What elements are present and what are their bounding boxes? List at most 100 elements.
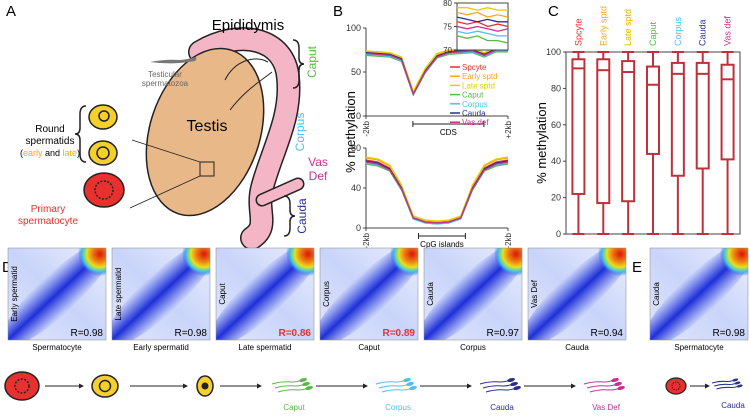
box [571, 58, 586, 195]
y-tick-label: 0 [356, 111, 361, 121]
sperm-icon [716, 385, 739, 390]
sperm-icon [381, 387, 412, 393]
y-tick-label: 40 [551, 156, 561, 166]
vas-def [257, 179, 303, 205]
testis [145, 47, 265, 217]
y-tick-label: 0 [356, 223, 361, 233]
sperm-head [305, 385, 313, 391]
category-label: Cauda [698, 19, 708, 46]
density-peak [598, 248, 626, 276]
series-line [457, 7, 508, 11]
density-plot [8, 248, 106, 340]
sperm-head [617, 385, 625, 391]
y-axis-label: Vas Def [530, 279, 539, 308]
sperm-head [732, 378, 739, 382]
zoom-box [199, 161, 215, 177]
arrow-head [183, 383, 188, 389]
density-plot [112, 248, 210, 340]
category-label: Spcyte [573, 18, 583, 46]
plot-frame [111, 247, 211, 341]
series-line [456, 35, 509, 44]
corpus-label: Corpus [293, 113, 307, 152]
y-axis-label: Cauda [426, 282, 435, 306]
arrow-head [79, 383, 84, 389]
round-spermatids-label: Round [35, 124, 64, 135]
box [621, 60, 636, 203]
sperm-head [614, 381, 622, 387]
duct [224, 58, 269, 81]
density-peak [78, 248, 106, 276]
legend-label: Early sptd [462, 72, 498, 81]
x-axis-label: Early spermatid [133, 343, 189, 352]
legend-label: Cauda [462, 109, 486, 118]
spermatocyte-label: Primary [31, 204, 65, 215]
box [646, 65, 660, 155]
arrow-head [571, 383, 576, 389]
nucleus [94, 180, 114, 200]
plot-frame [7, 247, 107, 341]
testis-label: Testis [187, 118, 228, 135]
series-line [365, 156, 509, 222]
sperm-head [406, 381, 414, 387]
y-axis-label: % methylation [343, 91, 358, 173]
arrow-head [363, 383, 368, 389]
y-tick-label: 0 [556, 229, 561, 239]
stages-text: late [63, 148, 78, 158]
r-label: R=0.98 [70, 328, 103, 339]
y-tick-label: 80 [351, 143, 361, 153]
series-line [365, 46, 508, 94]
nucleus [98, 379, 112, 393]
cell-icon [83, 172, 125, 208]
box [720, 63, 735, 161]
cell-icon [91, 374, 119, 398]
y-tick-label: 60 [551, 120, 561, 130]
density-plot [424, 248, 522, 340]
sperm-icon [274, 383, 305, 389]
cell-icon [4, 371, 40, 401]
density-peak [286, 248, 314, 276]
zoom-line [131, 139, 201, 163]
arrow-head [467, 383, 472, 389]
arrow-head [705, 383, 710, 389]
series-line [456, 25, 509, 32]
y-tick-label: 80 [443, 0, 452, 8]
panel-label: D [2, 259, 13, 276]
density-plot [528, 248, 626, 340]
sperm-icon [589, 387, 620, 393]
annotation-bracket [412, 121, 485, 127]
r-label: R=0.86 [278, 328, 311, 339]
cell-icon [665, 377, 687, 395]
sperm-icon [586, 383, 617, 389]
nucleus [98, 110, 110, 122]
x-tick-label: -2kb [362, 232, 371, 248]
bracket [74, 105, 87, 163]
x-axis-label: Spermatocyte [32, 343, 82, 352]
series-line [456, 16, 508, 23]
bracket [283, 195, 296, 237]
plot-frame [456, 2, 509, 51]
r-label: R=0.98 [712, 328, 745, 339]
series-line [456, 30, 508, 37]
r-label: R=0.94 [590, 328, 623, 339]
lineage-label: Caput [283, 403, 305, 412]
sperm-icon [277, 387, 308, 393]
legend-label: Caput [462, 91, 484, 100]
duct [229, 71, 273, 111]
y-axis-label: Corpus [322, 281, 331, 307]
panel-label: B [333, 3, 343, 20]
y-axis-label: Late spermatid [114, 268, 123, 321]
series-line [456, 11, 509, 18]
series-line [365, 49, 508, 96]
anatomy-diagram: Testis Epididymis Caput Corpus Vas Def C… [18, 17, 328, 250]
sperm-head [409, 385, 417, 391]
category-label: Vas def [723, 16, 733, 46]
sperm-head [507, 377, 515, 383]
plot-frame [215, 247, 315, 341]
sperm-head [611, 377, 619, 383]
x-tick-label: +2kb [504, 120, 513, 138]
stages-text: early [23, 148, 43, 158]
y-tick-label: 80 [551, 83, 561, 93]
y-tick-label: 75 [443, 23, 452, 32]
sperm-head [302, 381, 310, 387]
